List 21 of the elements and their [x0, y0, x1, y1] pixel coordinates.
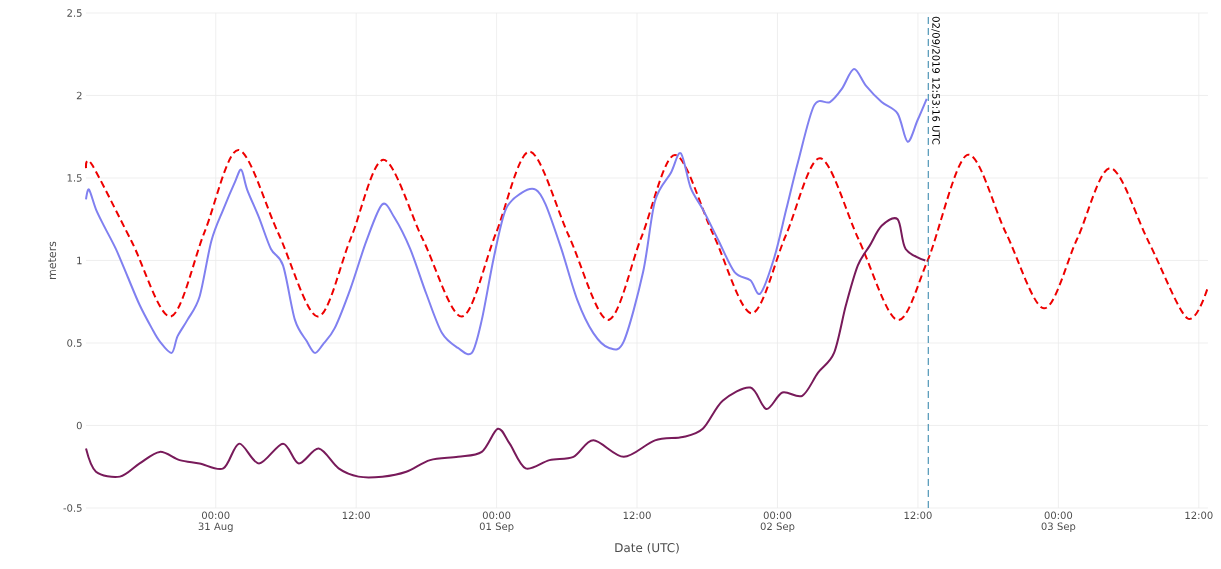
line-series — [85, 218, 927, 479]
y-tick-label: 2 — [76, 91, 82, 100]
ref-line-label: 02/09/2019 12:53:16 UTC — [931, 16, 940, 145]
x-tick-label: 00:00 31 Aug — [198, 511, 233, 533]
y-axis-title: meters — [48, 241, 57, 279]
y-tick-label: 1.5 — [67, 174, 82, 182]
line-series — [85, 68, 928, 354]
x-axis-title: Date (UTC) — [615, 542, 679, 554]
y-tick-label: 2.5 — [67, 9, 82, 17]
x-tick-label: 12:00 — [342, 511, 370, 520]
x-tick-label: 00:00 01 Sep — [479, 511, 514, 533]
y-tick-label: 0.5 — [67, 339, 82, 347]
x-tick-label: 00:00 02 Sep — [760, 511, 795, 533]
x-tick-label: 12:00 — [623, 511, 651, 520]
y-tick-label: 0 — [76, 421, 82, 430]
x-tick-label: 00:00 03 Sep — [1041, 511, 1076, 533]
y-tick-label: 1 — [77, 256, 82, 265]
x-tick-label: 12:00 — [1185, 511, 1213, 520]
x-tick-label: 12:00 — [904, 511, 932, 520]
y-tick-label: -0.5 — [63, 504, 82, 512]
line-series — [85, 148, 1209, 321]
